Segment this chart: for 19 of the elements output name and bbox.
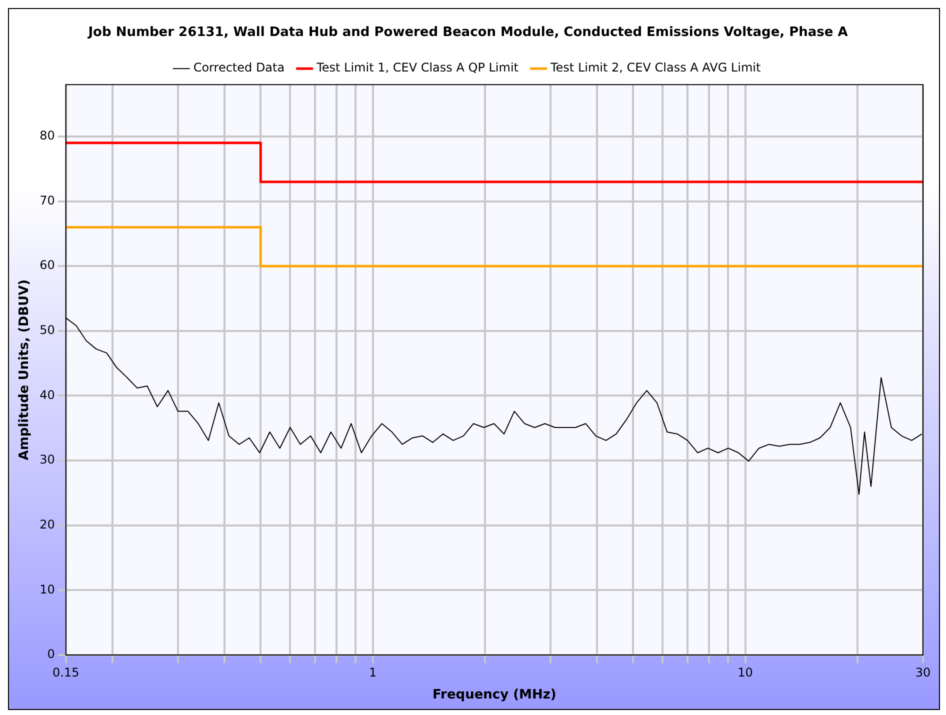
x-tick-label: 10 — [738, 665, 753, 680]
y-tick-label: 0 — [47, 647, 55, 662]
x-tick-label: 0.15 — [52, 665, 80, 680]
y-tick-label: 40 — [40, 388, 55, 402]
legend-label: Test Limit 2, CEV Class A AVG Limit — [550, 60, 761, 75]
y-tick-label: 30 — [40, 452, 55, 467]
legend-label: Test Limit 1, CEV Class A QP Limit — [316, 60, 519, 75]
chart-title: Job Number 26131, Wall Data Hub and Powered Beacon Module, Conducted Emissions Voltage, Phase A — [87, 25, 848, 40]
y-tick-label: 70 — [40, 193, 55, 208]
legend-label: Corrected Data — [193, 60, 285, 75]
x-tick-label: 30 — [915, 665, 931, 680]
y-tick-label: 50 — [40, 323, 55, 338]
y-tick-label: 60 — [40, 258, 55, 272]
y-axis-title: Amplitude Units, (DBUV) — [17, 279, 32, 460]
y-tick-label: 80 — [40, 128, 55, 143]
x-axis-title: Frequency (MHz) — [432, 688, 556, 703]
y-tick-label: 10 — [40, 582, 55, 596]
x-tick-label: 1 — [368, 665, 377, 680]
y-tick-label: 20 — [40, 517, 55, 532]
